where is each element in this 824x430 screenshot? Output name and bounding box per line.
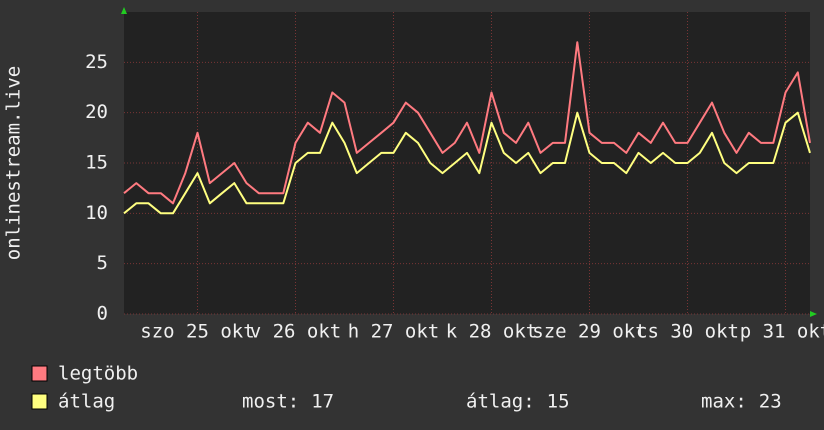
x-tick-label: k 28 okt bbox=[446, 321, 538, 343]
y-axis-label: onlinestream.live bbox=[3, 66, 25, 260]
y-tick-label: 10 bbox=[85, 202, 108, 224]
x-tick-label: p 31 okt bbox=[740, 321, 824, 343]
y-tick-label: 25 bbox=[85, 51, 108, 73]
x-tick-label: szo 25 okt bbox=[140, 321, 254, 343]
legend-label: legtöbb bbox=[58, 363, 138, 385]
axis-arrow bbox=[121, 7, 127, 14]
y-tick-label: 5 bbox=[97, 252, 108, 274]
legend-swatch bbox=[31, 365, 48, 382]
x-tick-label: sze 29 okt bbox=[532, 321, 646, 343]
series-line bbox=[123, 41, 811, 205]
axis-arrow bbox=[810, 311, 817, 317]
x-tick-label: v 26 okt bbox=[250, 321, 342, 343]
series-line bbox=[123, 111, 811, 215]
stat-value: 15 bbox=[547, 391, 570, 413]
legend-swatch bbox=[31, 393, 48, 410]
stat-label: max: bbox=[701, 391, 747, 413]
y-tick-label: 20 bbox=[85, 101, 108, 123]
stat-value: 17 bbox=[311, 391, 334, 413]
y-tick-label: 0 bbox=[97, 303, 108, 325]
stat-label: most: bbox=[242, 391, 299, 413]
x-tick-label: cs 30 okt bbox=[636, 321, 739, 343]
stat-label: átlag: bbox=[466, 391, 535, 413]
y-tick-label: 15 bbox=[85, 152, 108, 174]
x-tick-label: h 27 okt bbox=[348, 321, 440, 343]
stat-value: 23 bbox=[759, 391, 782, 413]
legend-label: átlag bbox=[58, 391, 115, 413]
